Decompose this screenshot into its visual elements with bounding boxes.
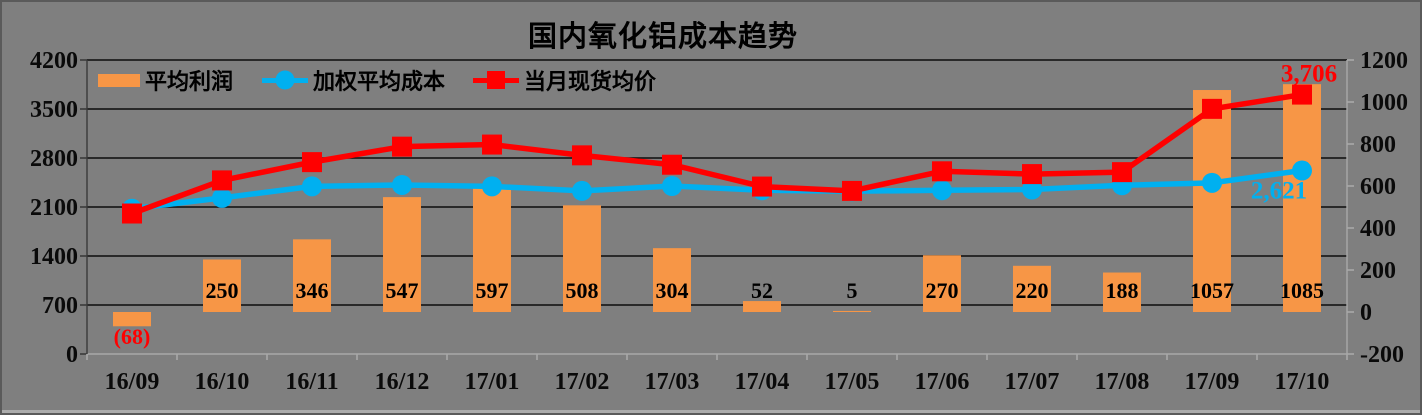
x-axis-label: 17/04 [735,369,790,395]
left-axis-tick-label: 700 [42,293,78,319]
cost-marker [212,187,232,208]
bar [923,255,961,312]
x-axis-label: 17/08 [1095,369,1150,395]
cost-marker [932,180,952,201]
cost-marker [1022,179,1042,200]
line-circle-swatch-icon [262,70,308,90]
price-marker [122,203,142,224]
bar [383,197,421,312]
x-axis-label: 16/11 [285,369,338,395]
bar-value-label: 1057 [1190,278,1234,303]
bar-value-label: 188 [1106,278,1139,303]
annotation-cost: 2,621 [1251,178,1307,205]
price-marker [572,145,592,166]
price-marker [482,134,502,155]
bar [563,205,601,312]
left-axis-tick-label: 0 [66,342,78,368]
bar [653,248,691,312]
x-axis-label: 17/07 [1005,369,1060,395]
bar-value-label: 220 [1016,278,1049,303]
bar-value-label: (68) [114,324,151,349]
price-marker [752,176,772,197]
price-marker [842,180,862,201]
legend-item-spot-average-price: 当月现货均价 [473,66,656,94]
legend-label-spot-average-price: 当月现货均价 [524,69,657,94]
bar-value-label: 508 [566,278,599,303]
x-axis-label: 17/03 [645,369,700,395]
price-marker [932,161,952,182]
x-axis-label: 16/10 [195,369,250,395]
bar [1193,90,1231,312]
legend-item-weighted-average-cost: 加权平均成本 [262,66,445,94]
cost-marker [1292,160,1312,181]
cost-marker [482,176,502,197]
bar-value-label: 547 [386,278,419,303]
x-axis-label: 16/12 [375,369,430,395]
cost-marker [302,176,322,197]
left-axis-tick-label: 2800 [30,146,78,172]
bar [833,310,871,312]
bar [293,239,331,312]
left-axis-tick-label: 3500 [30,97,78,123]
bar-value-label: 304 [656,278,689,303]
cost-marker [1202,172,1222,193]
bar-value-label: 346 [296,278,329,303]
cost-marker [662,176,682,196]
cost-marker [392,174,412,195]
bar-value-label: 1085 [1280,278,1324,303]
right-axis-tick-label: 1200 [1360,48,1408,74]
price-marker [392,136,412,157]
x-axis-label: 17/09 [1185,369,1240,395]
right-axis-tick-label: 0 [1360,300,1372,326]
right-axis-tick-label: 400 [1360,216,1396,242]
legend-label-average-profit: 平均利润 [145,69,234,94]
bar [203,259,241,312]
annotation-price: 3,706 [1281,61,1337,88]
bar-value-label: 597 [476,278,509,303]
bar-value-label: 270 [926,278,959,303]
x-axis-label: 17/02 [555,369,610,395]
legend-item-average-profit: 平均利润 [98,66,233,94]
x-axis-label: 16/09 [105,369,160,395]
x-axis-label: 17/01 [465,369,520,395]
cost-marker [572,180,592,201]
price-marker [1292,84,1312,105]
price-marker [212,170,232,191]
bar [473,186,511,312]
left-axis-tick-label: 1400 [30,244,78,270]
right-axis-tick-label: -200 [1360,342,1404,368]
x-axis-label: 17/10 [1275,369,1330,395]
x-axis-label: 17/05 [825,369,880,395]
price-marker [302,152,322,173]
bar [1013,265,1051,312]
bar-value-label: 52 [751,278,773,303]
price-marker [1202,98,1222,119]
left-axis-tick-label: 4200 [30,48,78,74]
bar [1103,272,1141,312]
right-axis-tick-label: 600 [1360,174,1396,200]
right-axis-tick-label: 200 [1360,258,1396,284]
x-axis-label: 17/06 [915,369,970,395]
chart-title: 国内氧化铝成本趋势 [527,21,798,53]
left-axis-tick-label: 2100 [30,195,78,221]
price-marker [1022,164,1042,185]
bar-value-label: 5 [847,278,858,303]
bar [1283,84,1321,313]
legend-label-weighted-average-cost: 加权平均成本 [313,69,446,94]
line-square-swatch-icon [473,71,519,89]
price-line [131,91,1303,217]
bar [113,312,151,327]
price-marker [662,154,682,175]
price-marker [1112,162,1132,183]
cost-line [131,167,1303,212]
bar [743,301,781,312]
bar-value-label: 250 [206,278,239,303]
right-axis-tick-label: 1000 [1360,90,1408,116]
right-axis-tick-label: 800 [1360,132,1396,158]
bar-swatch-icon [98,73,140,87]
